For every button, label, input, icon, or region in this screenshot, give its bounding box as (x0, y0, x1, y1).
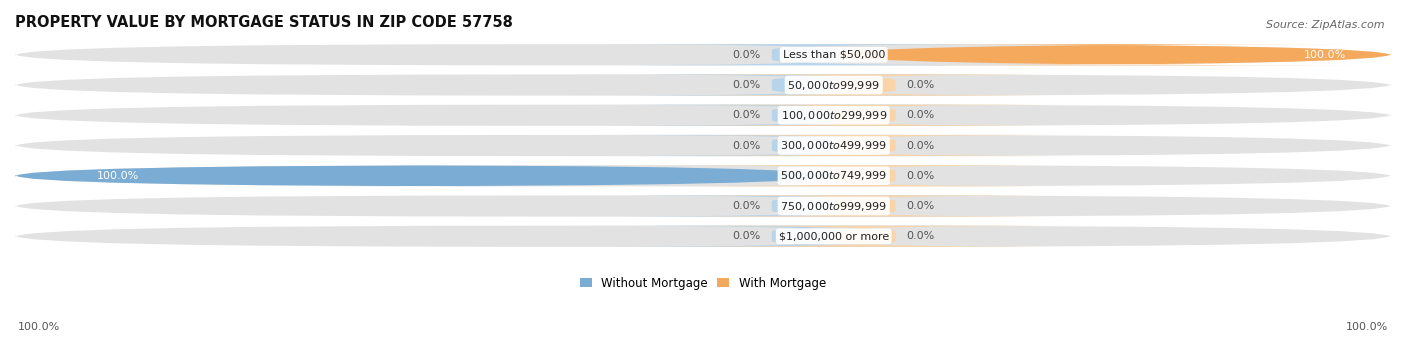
FancyBboxPatch shape (15, 74, 1391, 96)
FancyBboxPatch shape (15, 44, 1391, 65)
Text: 0.0%: 0.0% (907, 201, 935, 211)
Text: 100.0%: 100.0% (1305, 50, 1347, 60)
Text: 0.0%: 0.0% (733, 80, 761, 90)
Text: 0.0%: 0.0% (733, 140, 761, 151)
FancyBboxPatch shape (572, 195, 1033, 217)
Text: $300,000 to $499,999: $300,000 to $499,999 (780, 139, 887, 152)
Text: 0.0%: 0.0% (733, 110, 761, 120)
Text: 0.0%: 0.0% (907, 231, 935, 241)
Text: $750,000 to $999,999: $750,000 to $999,999 (780, 200, 887, 212)
FancyBboxPatch shape (634, 165, 1095, 186)
Text: Source: ZipAtlas.com: Source: ZipAtlas.com (1267, 20, 1385, 30)
FancyBboxPatch shape (634, 105, 1095, 126)
Text: 0.0%: 0.0% (907, 171, 935, 181)
FancyBboxPatch shape (634, 195, 1095, 217)
FancyBboxPatch shape (572, 74, 1033, 96)
Legend: Without Mortgage, With Mortgage: Without Mortgage, With Mortgage (575, 272, 831, 294)
FancyBboxPatch shape (15, 165, 1391, 186)
FancyBboxPatch shape (572, 226, 1033, 247)
Text: 100.0%: 100.0% (97, 171, 139, 181)
Text: 0.0%: 0.0% (733, 231, 761, 241)
Text: 100.0%: 100.0% (18, 322, 60, 332)
Text: 0.0%: 0.0% (733, 201, 761, 211)
FancyBboxPatch shape (572, 44, 1033, 65)
FancyBboxPatch shape (634, 74, 1095, 96)
Text: 0.0%: 0.0% (907, 80, 935, 90)
Text: 0.0%: 0.0% (907, 110, 935, 120)
FancyBboxPatch shape (572, 105, 1033, 126)
Text: Less than $50,000: Less than $50,000 (783, 50, 884, 60)
FancyBboxPatch shape (15, 195, 1391, 217)
FancyBboxPatch shape (572, 135, 1033, 156)
FancyBboxPatch shape (15, 226, 1391, 247)
FancyBboxPatch shape (634, 226, 1095, 247)
FancyBboxPatch shape (15, 105, 1391, 126)
Text: $500,000 to $749,999: $500,000 to $749,999 (780, 169, 887, 182)
Text: 0.0%: 0.0% (907, 140, 935, 151)
Text: 0.0%: 0.0% (733, 50, 761, 60)
Text: PROPERTY VALUE BY MORTGAGE STATUS IN ZIP CODE 57758: PROPERTY VALUE BY MORTGAGE STATUS IN ZIP… (15, 15, 513, 30)
FancyBboxPatch shape (15, 135, 1391, 156)
FancyBboxPatch shape (634, 135, 1095, 156)
Text: $100,000 to $299,999: $100,000 to $299,999 (780, 109, 887, 122)
Text: 100.0%: 100.0% (1346, 322, 1388, 332)
FancyBboxPatch shape (834, 44, 1391, 65)
FancyBboxPatch shape (15, 165, 834, 186)
Text: $1,000,000 or more: $1,000,000 or more (779, 231, 889, 241)
Text: $50,000 to $99,999: $50,000 to $99,999 (787, 79, 880, 91)
